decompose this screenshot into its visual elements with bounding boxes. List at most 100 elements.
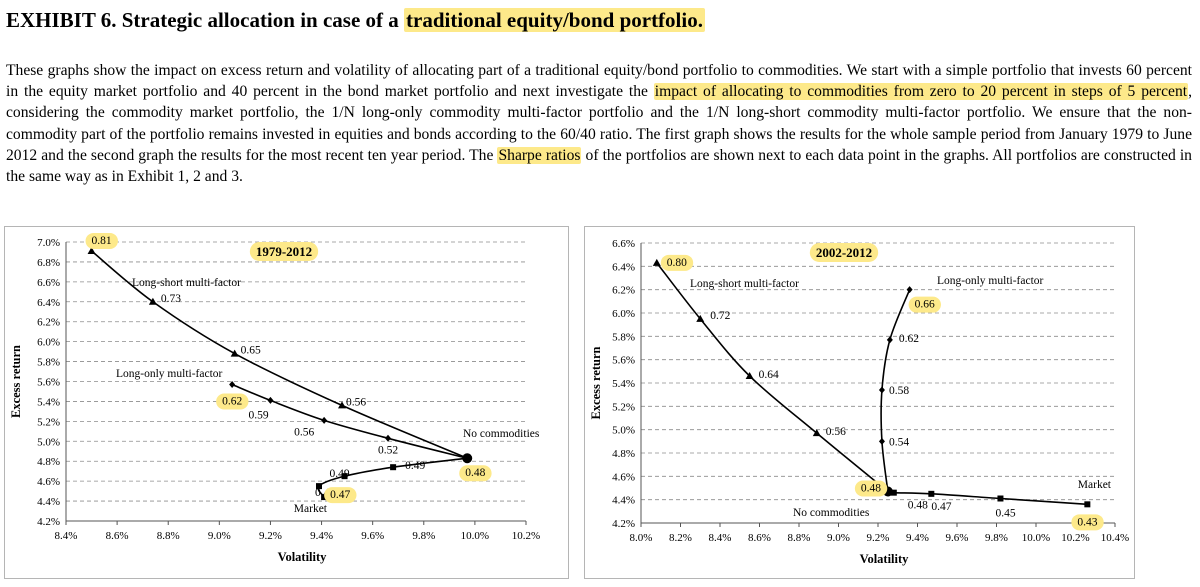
y-tick-label: 4.6% [37,476,60,488]
base-sharpe-label: 0.48 [465,467,485,479]
chart-title-highlight [809,243,879,262]
sharpe-ratio-label: 0.81 [92,235,112,247]
x-tick-label: 8.6% [106,530,129,542]
series-1-point [906,286,913,294]
sharpe-ratio-highlight [324,487,357,504]
x-tick-label: 8.8% [788,532,811,544]
x-tick-label: 8.6% [748,532,771,544]
chart-title: 1979-2012 [256,244,312,259]
series-name-label: Long-only multi-factor [937,275,1044,287]
x-tick-label: 9.4% [310,530,333,542]
y-tick-label: 7.0% [37,237,60,249]
description-highlight-2: Sharpe ratios [497,146,582,164]
y-tick-label: 5.8% [612,331,635,343]
series-1-point [267,396,274,404]
x-tick-label: 9.6% [946,532,969,544]
y-tick-label: 6.2% [612,285,635,297]
series-line-0 [91,250,468,459]
x-axis-title: Volatility [860,552,910,566]
x-tick-label: 10.0% [461,530,489,542]
series-name-label: Market [1078,479,1112,491]
sharpe-ratio-highlight [1071,514,1104,531]
sharpe-ratio-highlight [660,254,694,271]
y-tick-label: 5.0% [612,425,635,437]
exhibit-title: EXHIBIT 6. Strategic allocation in case … [6,2,705,38]
sharpe-ratio-highlight [85,232,118,249]
y-tick-label: 4.6% [612,471,635,483]
sharpe-ratio-highlight [908,296,941,313]
description-part-1: These graphs show the impact on excess r… [6,62,1192,101]
chart-1979-2012: 4.2% 4.4% 4.6% 4.8% 5.0% 5.2% 5.4% 5.6% 5.8% 6.0%… [4,226,569,579]
sharpe-ratio-label: 0.80 [667,257,687,269]
series-0-point [696,314,705,322]
base-name-label: No commodities [463,428,540,440]
x-tick-label: 9.0% [827,532,850,544]
series-2-point [997,495,1004,502]
series-2-point [341,473,348,480]
exhibit-title-highlight: traditional equity/bond portfolio. [404,8,705,32]
series-0-point [87,246,96,254]
x-tick-label: 10.2% [512,530,540,542]
y-tick-label: 5.0% [37,436,60,448]
y-tick-label: 4.2% [612,518,635,530]
sharpe-ratio-label: 0.47 [330,489,350,501]
exhibit-description: These graphs show the impact on excess r… [6,60,1192,187]
series-name-label: Long-short multi-factor [132,277,241,289]
y-tick-label: 5.4% [612,378,635,390]
series-name-label: Long-only multi-factor [116,368,223,380]
series-1-point [886,336,893,344]
y-tick-label: 6.0% [612,308,635,320]
series-2-point [321,494,328,501]
base-sharpe-highlight [854,480,888,497]
series-1-point [229,380,236,388]
y-tick-label: 5.2% [612,401,635,413]
y-axis-title: Excess return [589,346,603,419]
sharpe-ratio-label: 0.73 [161,293,181,305]
exhibit-title-prefix: EXHIBIT 6. Strategic allocation in case … [6,8,405,32]
description-part-2: , considering the commodity market portf… [6,83,1192,164]
series-2-point [390,464,397,471]
x-tick-label: 10.0% [1022,532,1050,544]
description-part-3: of the portfolios are shown next to each… [6,146,1192,186]
sharpe-ratio-label: 0.56 [346,396,366,408]
series-line-1 [231,383,468,460]
series-name-label: Market [294,503,328,515]
sharpe-ratio-label: 0.45 [995,508,1015,520]
x-tick-label: 10.4% [1101,532,1129,544]
y-tick-label: 6.6% [37,277,60,289]
series-0-point [230,349,239,357]
sharpe-ratio-label: 0.64 [759,369,779,381]
series-1-point [321,416,328,424]
x-tick-label: 8.4% [55,530,78,542]
base-point [462,453,473,464]
chart-frame [4,226,569,579]
sharpe-ratio-highlight [216,393,249,410]
sharpe-ratio-label: 0.43 [1077,516,1097,528]
x-tick-label: 10.2% [1061,532,1089,544]
series-1-point [878,386,885,394]
sharpe-ratio-label: 0.62 [899,333,919,345]
sharpe-ratio-label: 0.72 [710,310,730,322]
series-0-point [148,297,157,305]
y-tick-label: 5.8% [37,357,60,369]
series-2-point [316,483,322,490]
x-tick-label: 8.8% [157,530,180,542]
series-0-point [745,372,754,379]
series-0-point [338,401,346,409]
x-tick-label: 9.2% [259,530,282,542]
chart-title: 2002-2012 [816,245,872,260]
chart-title-highlight [249,242,319,261]
sharpe-ratio-label: 0.48 [908,500,928,512]
y-tick-label: 4.8% [612,448,635,460]
series-2-point [928,490,935,497]
description-highlight-1: impact of allocating to commodities from… [653,83,1189,101]
y-tick-label: 4.8% [37,456,60,468]
x-tick-label: 9.6% [361,530,384,542]
y-tick-label: 6.0% [37,337,60,349]
y-tick-label: 6.4% [37,297,60,309]
y-tick-label: 5.4% [37,396,60,408]
x-tick-label: 9.0% [208,530,231,542]
y-tick-label: 5.6% [37,377,60,389]
series-1-point [878,437,885,445]
sharpe-ratio-label: 0.66 [915,299,935,311]
